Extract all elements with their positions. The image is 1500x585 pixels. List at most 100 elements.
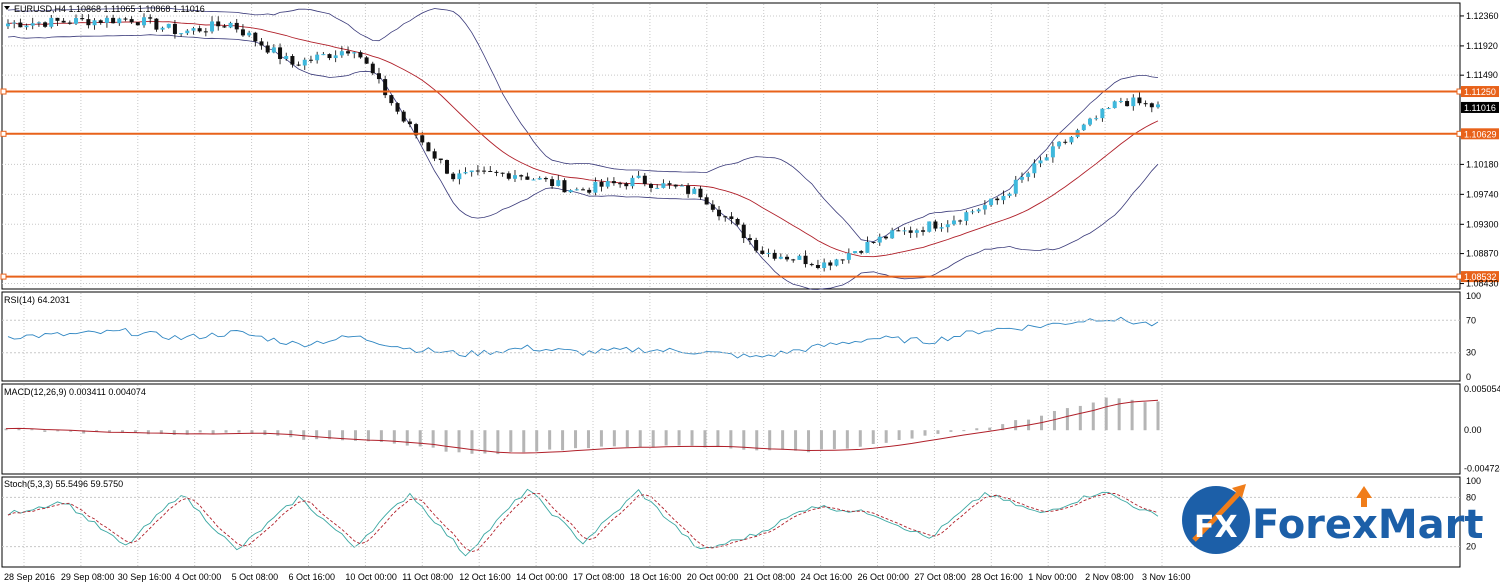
candle-body: [1038, 160, 1043, 164]
candle-body: [741, 224, 746, 239]
candle-body: [982, 205, 987, 210]
current-price-tag: [1461, 101, 1499, 113]
candle-body: [1026, 173, 1031, 177]
candle-body: [921, 230, 926, 232]
macd-histogram-bar: [651, 430, 655, 448]
macd-histogram-bar: [30, 429, 34, 431]
macd-histogram-bar: [1117, 398, 1121, 431]
candle-body: [1100, 108, 1105, 119]
candle-body: [234, 22, 239, 30]
candle-body: [488, 171, 493, 173]
macd-histogram-bar: [379, 430, 383, 443]
macd-histogram-bar: [548, 430, 552, 450]
macd-tick-label: 0.005054: [1464, 384, 1500, 394]
stoch-label: Stoch(5,3,3) 55.5496 59.5750: [4, 479, 123, 489]
rsi-line: [7, 316, 1159, 359]
candle-body: [166, 23, 171, 28]
panel-frames: [1, 2, 1461, 568]
candle-body: [525, 176, 530, 180]
candle-body: [259, 41, 264, 46]
candle-body: [976, 209, 981, 212]
macd-label: MACD(12,26,9) 0.003411 0.004074: [4, 387, 146, 397]
candle-body: [364, 57, 369, 64]
macd-histogram-bar: [755, 430, 759, 451]
candle-body: [896, 230, 901, 232]
candle-body: [933, 221, 938, 229]
price-tick-label: 1.08870: [1466, 249, 1499, 259]
candle-body: [383, 79, 388, 96]
candle-body: [840, 259, 845, 261]
date-label: 30 Sep 16:00: [118, 572, 172, 582]
candle-body: [556, 180, 561, 186]
rsi-tick-label: 100: [1466, 291, 1481, 301]
macd-histogram-bar: [341, 430, 345, 441]
macd-histogram-bar: [1001, 424, 1005, 431]
candle-body: [809, 264, 814, 266]
candle-body: [451, 173, 456, 180]
collapse-arrow-icon[interactable]: [4, 6, 10, 10]
macd-histogram-bar: [1130, 399, 1134, 431]
macd-histogram-bar: [794, 430, 798, 451]
date-label: 18 Oct 16:00: [630, 572, 682, 582]
candle-body: [778, 256, 783, 259]
candle-body: [735, 219, 740, 225]
candle-body: [506, 173, 511, 179]
candle-body: [729, 216, 734, 220]
macd-histogram-bar: [845, 430, 849, 449]
candle-body: [327, 54, 332, 59]
candle-body: [1137, 97, 1142, 104]
date-label: 14 Oct 00:00: [516, 572, 568, 582]
macd-histogram-bar: [224, 430, 228, 433]
current-price-label: 1.11016: [1464, 103, 1496, 113]
date-axis: 28 Sep 2016 29 Sep 08:00 30 Sep 16:00 4 Oct…: [4, 572, 1191, 582]
candle-body: [389, 95, 394, 104]
rsi-label: RSI(14) 64.2031: [4, 295, 70, 305]
candle-body: [686, 185, 691, 194]
macd-histogram-bar: [509, 430, 513, 452]
macd-histogram-bar: [1143, 402, 1147, 431]
candle-body: [1069, 136, 1074, 143]
candle-body: [500, 172, 505, 174]
candle-body: [537, 178, 542, 180]
date-label: 1 Nov 00:00: [1028, 572, 1077, 582]
candle-body: [1001, 195, 1006, 201]
candle-body: [154, 18, 159, 30]
candle-body: [512, 175, 517, 179]
logo-brand-arrow-stem: [1361, 497, 1367, 507]
macd-histogram-bar: [962, 430, 966, 432]
candle-body: [80, 18, 85, 20]
candle-body: [216, 21, 221, 27]
candle-body: [92, 20, 97, 26]
candle-body: [463, 172, 468, 174]
macd-histogram-bar: [146, 430, 150, 435]
macd-histogram-bar: [250, 430, 254, 434]
candle-body: [859, 251, 864, 253]
macd-histogram-bar: [690, 430, 694, 446]
candle-body: [407, 121, 412, 125]
logo-fx-text: FX: [1194, 510, 1238, 545]
candle-body: [457, 173, 462, 180]
macd-histogram-bar: [4, 428, 8, 431]
candle-body: [970, 211, 975, 213]
candle-body: [346, 51, 351, 54]
candle-body: [86, 19, 91, 26]
candle-body: [370, 63, 375, 74]
bollinger-lower-line: [7, 34, 1159, 290]
logo-swoosh-icon: [1192, 490, 1242, 542]
logo-arrow-icon: [1232, 484, 1246, 498]
candle-body: [865, 241, 870, 253]
logo-brand-text: ForexMart: [1252, 502, 1483, 548]
macd-histogram-bar: [1014, 420, 1018, 431]
candle-body: [290, 56, 295, 65]
stoch-tick-label: 80: [1466, 492, 1476, 502]
candle-body: [426, 142, 431, 152]
candle-body: [772, 252, 777, 259]
macd-histogram-bar: [95, 430, 99, 432]
macd-histogram-bar: [17, 428, 21, 431]
candle-body: [333, 55, 338, 59]
candle-body: [414, 124, 419, 136]
candle-body: [36, 22, 41, 24]
candle-body: [618, 183, 623, 185]
candle-body: [747, 238, 752, 241]
